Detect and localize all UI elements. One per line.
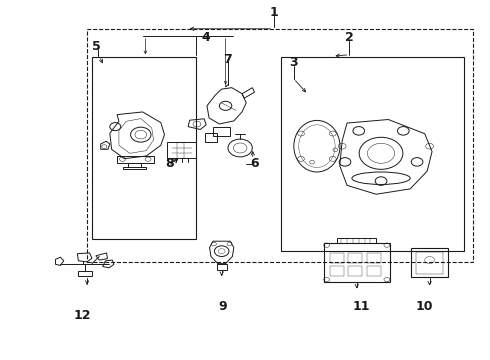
Bar bbox=[167, 142, 196, 158]
Bar bbox=[367, 253, 381, 262]
Text: 11: 11 bbox=[353, 300, 370, 313]
Bar bbox=[416, 252, 443, 274]
Bar bbox=[367, 266, 381, 276]
Text: 8: 8 bbox=[166, 157, 174, 171]
Bar bbox=[348, 266, 362, 276]
Bar bbox=[330, 253, 343, 262]
Bar bbox=[87, 29, 473, 262]
Text: 2: 2 bbox=[345, 31, 354, 44]
Text: 1: 1 bbox=[270, 6, 278, 19]
Bar bbox=[324, 243, 390, 282]
Text: 9: 9 bbox=[219, 300, 227, 313]
Bar bbox=[92, 57, 196, 239]
Bar bbox=[411, 248, 448, 277]
Text: 12: 12 bbox=[74, 309, 91, 322]
Text: 3: 3 bbox=[289, 56, 298, 69]
Text: 7: 7 bbox=[223, 53, 232, 66]
Text: 5: 5 bbox=[93, 40, 101, 53]
Bar bbox=[281, 57, 464, 251]
Text: 10: 10 bbox=[416, 300, 434, 313]
Text: 6: 6 bbox=[250, 157, 259, 171]
Text: 4: 4 bbox=[202, 31, 211, 44]
Bar bbox=[330, 266, 343, 276]
Bar bbox=[348, 253, 362, 262]
